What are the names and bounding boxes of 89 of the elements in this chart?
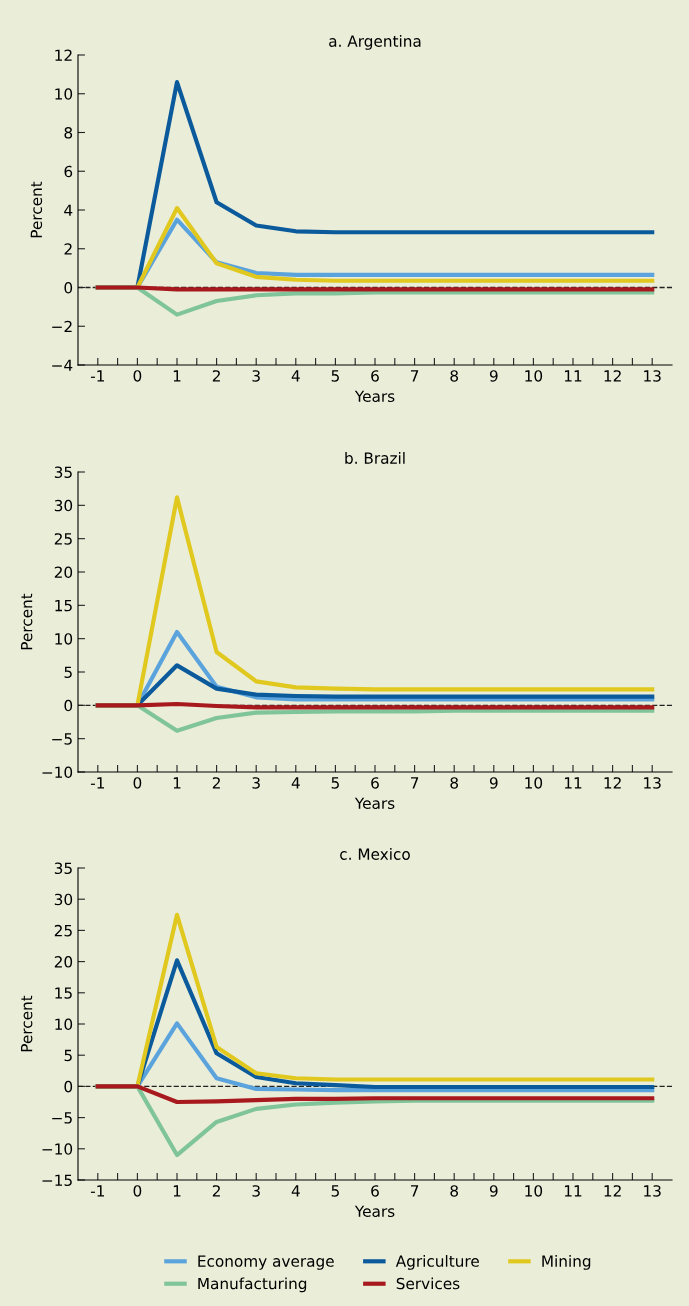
y-tick-label: 30 bbox=[54, 893, 73, 906]
x-tick-label: 11 bbox=[564, 1185, 582, 1197]
x-tick-label: 3 bbox=[252, 777, 260, 789]
y-tick-label: −5 bbox=[52, 1112, 72, 1124]
y-tick-label: 0 bbox=[64, 281, 73, 294]
y-tick-label: 4 bbox=[64, 204, 73, 216]
y-tick-label: 30 bbox=[54, 499, 73, 512]
x-tick-label: 2 bbox=[212, 777, 220, 789]
y-tick-label: −10 bbox=[42, 1143, 73, 1155]
x-tick-label: 5 bbox=[331, 370, 339, 382]
x-tick-label: 10 bbox=[525, 1185, 543, 1197]
y-tick-label: 10 bbox=[55, 633, 73, 645]
legend-label: Services bbox=[396, 1277, 460, 1290]
x-tick-label: 3 bbox=[252, 370, 260, 382]
y-tick-label: 2 bbox=[64, 243, 72, 255]
x-tick-label: 12 bbox=[604, 370, 621, 382]
x-tick-label: 11 bbox=[564, 777, 582, 789]
x-tick-label: 0 bbox=[133, 370, 142, 382]
chart-title: a. Argentina bbox=[329, 35, 421, 50]
x-tick-label: 3 bbox=[252, 1185, 260, 1197]
x-tick-label: 6 bbox=[371, 1185, 379, 1197]
y-axis-title: Percent bbox=[21, 593, 33, 650]
y-tick-label: −5 bbox=[52, 733, 72, 745]
y-tick-label: 5 bbox=[64, 1049, 72, 1062]
x-axis-title: Years bbox=[354, 797, 395, 810]
x-tick-label: 8 bbox=[450, 1185, 459, 1197]
y-tick-label: −10 bbox=[42, 766, 73, 779]
y-tick-label: 15 bbox=[55, 987, 72, 999]
y-tick-label: 8 bbox=[64, 126, 73, 139]
y-tick-label: −15 bbox=[42, 1174, 72, 1187]
x-tick-label: 9 bbox=[489, 1185, 498, 1197]
chart-title: b. Brazil bbox=[345, 452, 405, 464]
x-tick-label: 11 bbox=[564, 370, 582, 382]
x-tick-label: 9 bbox=[489, 370, 498, 382]
x-tick-label: 1 bbox=[173, 1185, 181, 1197]
x-tick-label: 13 bbox=[644, 777, 661, 789]
y-tick-label: 12 bbox=[55, 49, 72, 61]
x-tick-label: 12 bbox=[604, 1185, 621, 1197]
legend-label: Economy average bbox=[198, 1255, 334, 1270]
y-axis-title: Percent bbox=[30, 181, 43, 238]
x-tick-label: 8 bbox=[450, 370, 459, 382]
y-tick-label: 0 bbox=[64, 699, 73, 712]
x-tick-label: 7 bbox=[410, 370, 419, 382]
x-tick-label: 13 bbox=[644, 1185, 661, 1197]
x-tick-label: 4 bbox=[291, 1185, 300, 1197]
y-tick-label: 0 bbox=[64, 1080, 73, 1093]
x-tick-label: 0 bbox=[133, 777, 142, 789]
y-tick-label: 20 bbox=[54, 566, 73, 579]
y-tick-label: 25 bbox=[54, 533, 72, 545]
x-tick-label: 12 bbox=[604, 777, 621, 789]
y-tick-label: 15 bbox=[55, 600, 72, 612]
x-tick-label: 1 bbox=[173, 370, 181, 382]
legend-label: Mining bbox=[542, 1255, 591, 1270]
x-tick-label: 1 bbox=[173, 777, 181, 789]
legend-label: Agriculture bbox=[395, 1255, 479, 1270]
y-tick-label: 5 bbox=[64, 666, 72, 679]
x-tick-label: 6 bbox=[371, 370, 379, 382]
y-tick-label: −2 bbox=[52, 320, 72, 333]
x-tick-label: 10 bbox=[525, 777, 543, 789]
legend-label: Manufacturing bbox=[198, 1277, 307, 1293]
y-tick-label: 35 bbox=[54, 466, 72, 479]
x-axis-title: Years bbox=[354, 1205, 395, 1218]
x-tick-label: 8 bbox=[450, 777, 459, 789]
x-tick-label: 4 bbox=[291, 777, 300, 789]
y-tick-label: 10 bbox=[55, 88, 73, 100]
x-tick-label: 5 bbox=[331, 777, 339, 789]
x-tick-label: 2 bbox=[212, 370, 220, 382]
y-tick-label: −4 bbox=[52, 359, 73, 371]
y-tick-label: 10 bbox=[55, 1018, 73, 1031]
x-tick-label: 4 bbox=[291, 370, 300, 382]
x-tick-label: 5 bbox=[331, 1185, 339, 1197]
x-tick-label: 0 bbox=[133, 1185, 142, 1197]
x-tick-label: 7 bbox=[410, 777, 419, 789]
x-tick-label: -1 bbox=[90, 370, 105, 382]
x-tick-label: 13 bbox=[644, 370, 661, 382]
y-tick-label: 6 bbox=[64, 165, 73, 178]
y-tick-label: 20 bbox=[54, 956, 73, 968]
y-tick-label: 25 bbox=[54, 924, 72, 937]
x-tick-label: -1 bbox=[90, 1185, 105, 1197]
chart-title: c. Mexico bbox=[340, 848, 410, 860]
x-tick-label: 10 bbox=[525, 370, 543, 382]
x-tick-label: 6 bbox=[371, 777, 379, 789]
y-tick-label: 35 bbox=[54, 862, 72, 875]
x-tick-label: 9 bbox=[489, 777, 498, 789]
x-tick-label: 7 bbox=[410, 1185, 419, 1197]
x-tick-label: -1 bbox=[90, 777, 105, 789]
y-axis-title: Percent bbox=[21, 995, 33, 1052]
x-axis-title: Years bbox=[354, 390, 395, 403]
x-tick-label: 2 bbox=[212, 1185, 220, 1197]
